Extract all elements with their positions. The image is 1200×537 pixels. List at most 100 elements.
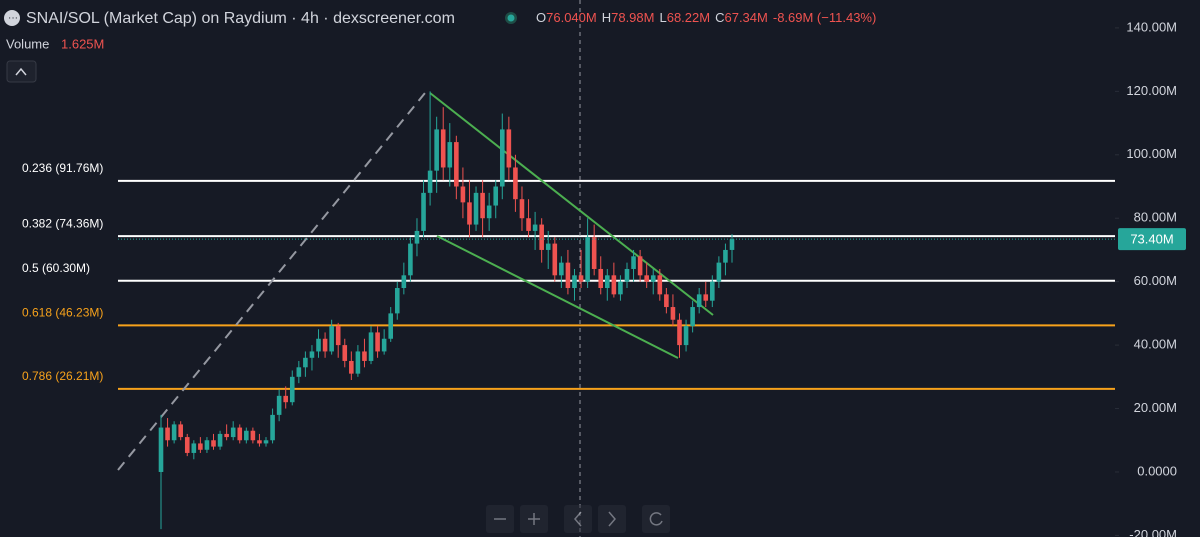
candle-body bbox=[598, 268, 604, 289]
last-price-label: 73.40M bbox=[1130, 232, 1173, 247]
candle-body bbox=[480, 192, 485, 219]
candle-body bbox=[545, 243, 551, 250]
candle-body bbox=[611, 275, 617, 295]
reset[interactable] bbox=[642, 505, 670, 533]
ohlc-value: 78.98M bbox=[611, 10, 654, 25]
nav-buttons bbox=[486, 505, 670, 533]
y-tick-label: 120.00M bbox=[1126, 83, 1177, 98]
last-price-box bbox=[1118, 228, 1186, 251]
candle-body bbox=[178, 424, 183, 438]
candle-body bbox=[342, 345, 348, 361]
candle-body bbox=[637, 256, 643, 276]
candle-body bbox=[532, 224, 538, 231]
candle-body bbox=[710, 281, 715, 301]
candles bbox=[158, 91, 735, 530]
candle-body bbox=[454, 142, 459, 187]
candle-body bbox=[559, 262, 564, 276]
candle-body bbox=[368, 332, 374, 361]
candle-body bbox=[618, 281, 623, 295]
candle-body bbox=[270, 414, 275, 441]
candle-body bbox=[230, 427, 236, 438]
candle-body bbox=[224, 433, 229, 438]
y-tick-label: 20.00M bbox=[1134, 400, 1177, 415]
candle-body bbox=[467, 202, 472, 225]
candle-body bbox=[257, 440, 262, 444]
candle-body bbox=[362, 351, 367, 361]
candle-body bbox=[276, 395, 282, 415]
candle-body bbox=[322, 338, 328, 352]
scroll-right[interactable] bbox=[598, 505, 626, 533]
candle-body bbox=[677, 319, 682, 346]
zoom-in-icon bbox=[528, 513, 540, 525]
candle-body bbox=[460, 186, 466, 203]
candle-body bbox=[375, 332, 380, 352]
ohlc-value: 68.22M bbox=[667, 10, 710, 25]
candle-body bbox=[394, 288, 400, 314]
candle-body bbox=[657, 275, 663, 295]
candle-body bbox=[198, 443, 203, 450]
candle-body bbox=[329, 326, 334, 352]
candle-body bbox=[211, 440, 216, 447]
candle-body bbox=[381, 338, 387, 352]
candle-body bbox=[624, 268, 630, 282]
candle-body bbox=[447, 142, 453, 168]
candle-body bbox=[572, 275, 577, 289]
candle-body bbox=[493, 186, 499, 206]
candle-body bbox=[670, 307, 676, 320]
y-tick-label: 80.00M bbox=[1134, 210, 1177, 225]
fib-label: 0.382 (74.36M) bbox=[22, 216, 103, 230]
candle-body bbox=[335, 326, 341, 346]
y-tick-label: 40.00M bbox=[1134, 337, 1177, 352]
price-axis: 140.00M 120.00M 100.00M 80.00M 60.00M 40.00M 2… bbox=[1115, 19, 1177, 537]
candle-body bbox=[303, 357, 308, 368]
y-tick-label: 0.0000 bbox=[1137, 463, 1177, 478]
collapse-button[interactable] bbox=[6, 60, 37, 83]
candle-body bbox=[289, 376, 295, 403]
candle-body bbox=[552, 243, 558, 276]
candle-body bbox=[191, 443, 197, 453]
fib-label: 0.786 (26.21M) bbox=[22, 369, 103, 383]
icon-dots: ··· bbox=[8, 13, 18, 24]
candle-body bbox=[664, 294, 669, 308]
candle-body bbox=[263, 440, 269, 444]
candle-body bbox=[427, 170, 433, 193]
candle-body bbox=[526, 218, 531, 231]
candle-body bbox=[690, 307, 695, 327]
volume-value: 1.625M bbox=[61, 36, 104, 51]
candle-body bbox=[703, 294, 709, 301]
candle-body bbox=[716, 262, 722, 282]
candle-body bbox=[723, 249, 728, 263]
candle-body bbox=[434, 129, 439, 171]
candle-body bbox=[473, 192, 479, 225]
candle-body bbox=[217, 433, 223, 447]
volume-label: Volume bbox=[6, 36, 49, 51]
candle-body bbox=[650, 275, 656, 282]
candle-body bbox=[414, 230, 420, 244]
scroll-left[interactable] bbox=[564, 505, 592, 533]
candle-body bbox=[513, 167, 518, 200]
fib-label: 0.5 (60.30M) bbox=[22, 261, 90, 275]
candle-body bbox=[683, 326, 689, 346]
fib-label: 0.236 (91.76M) bbox=[22, 161, 103, 175]
collapse-icon bbox=[15, 67, 27, 76]
candle-body bbox=[591, 237, 597, 269]
symbol-icon bbox=[4, 10, 20, 26]
candle-body bbox=[355, 351, 361, 374]
candle-body bbox=[486, 205, 492, 219]
candle-body bbox=[158, 427, 164, 472]
candle-body bbox=[184, 437, 190, 453]
chart-title: SNAI/SOL (Market Cap) on Raydium · 4h · … bbox=[26, 10, 455, 27]
candle-body bbox=[250, 430, 256, 441]
candle-body bbox=[165, 427, 170, 441]
candle-body bbox=[440, 129, 446, 168]
candle-body bbox=[421, 192, 426, 231]
y-tick-label: -20.00M bbox=[1129, 527, 1177, 537]
scroll-right-icon bbox=[608, 511, 616, 527]
candle-body bbox=[499, 129, 505, 187]
fib-levels: 0.236 (91.76M) 0.382 (74.36M) 0.5 (60.30M)… bbox=[22, 161, 1115, 390]
candle-body bbox=[388, 313, 394, 339]
ohlc-legend: O76.040M H78.98M L68.22M C67.34M -8.69M (−11… bbox=[536, 10, 876, 25]
